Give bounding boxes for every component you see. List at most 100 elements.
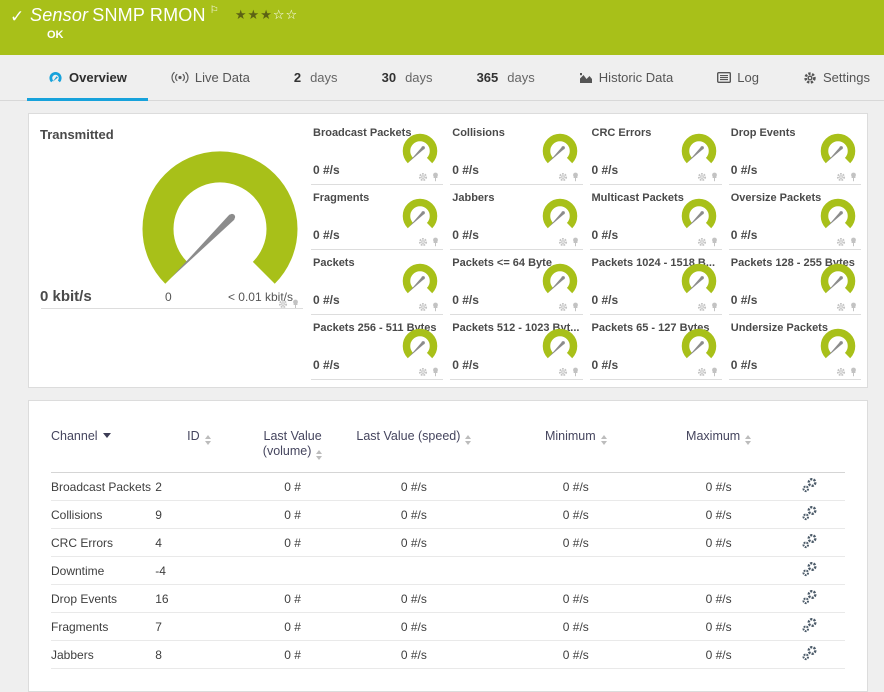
mini-gauge-dial: [542, 263, 577, 294]
column-header-minimum[interactable]: Minimum: [489, 401, 663, 473]
channel-gear-icon[interactable]: [418, 172, 428, 182]
channel-settings-icon[interactable]: [802, 561, 818, 577]
flag-icon: ⚐: [209, 5, 219, 16]
mini-gauge-tile[interactable]: Packets <= 64 Byte 0 #/s: [450, 250, 583, 315]
channel-settings-icon[interactable]: [802, 645, 818, 661]
channel-gear-icon[interactable]: [697, 367, 707, 377]
mini-gauge-tile[interactable]: Packets 1024 - 1518 B... 0 #/s: [589, 250, 722, 315]
tab-30-days[interactable]: 30 days: [378, 55, 437, 100]
pin-icon[interactable]: [849, 172, 858, 182]
column-header-last-value-speed[interactable]: Last Value (speed): [338, 401, 490, 473]
channel-gear-icon[interactable]: [836, 172, 846, 182]
tab-overview[interactable]: Overview: [27, 55, 148, 101]
mini-gauge-value: 0 #/s: [730, 228, 758, 242]
tab-2-days[interactable]: 2 days: [290, 55, 342, 100]
mini-gauge-actions: [558, 302, 580, 312]
pin-icon[interactable]: [571, 367, 580, 377]
cell-last-value-speed: 0 #/s: [338, 584, 490, 613]
mini-gauge-dial: [681, 328, 716, 359]
mini-gauge-tile[interactable]: Packets 128 - 255 Bytes 0 #/s: [728, 250, 861, 315]
pin-icon[interactable]: [849, 237, 858, 247]
gauges-panel: Transmitted 0 kbit/s 0 < 0.01 kbit/s Bro…: [28, 113, 868, 388]
channel-gear-icon[interactable]: [836, 367, 846, 377]
channel-gear-icon[interactable]: [418, 237, 428, 247]
log-icon: [717, 72, 732, 83]
channel-gear-icon[interactable]: [558, 237, 568, 247]
pin-icon[interactable]: [431, 302, 440, 312]
mini-gauge-tile[interactable]: Packets 0 #/s: [311, 250, 444, 315]
mini-gauge-actions: [697, 172, 719, 182]
mini-gauge-tile[interactable]: Packets 256 - 511 Bytes 0 #/s: [311, 315, 444, 380]
pin-icon[interactable]: [571, 302, 580, 312]
pin-icon[interactable]: [571, 237, 580, 247]
channels-table: Channel ID Last Value (volume) Last Value…: [51, 401, 845, 669]
sort-icon: [204, 435, 211, 445]
pin-icon[interactable]: [431, 172, 440, 182]
channel-settings-icon[interactable]: [802, 477, 818, 493]
pin-icon[interactable]: [710, 237, 719, 247]
pin-icon[interactable]: [431, 367, 440, 377]
mini-gauge-tile[interactable]: Multicast Packets 0 #/s: [589, 185, 722, 250]
column-header-last-value-volume[interactable]: Last Value (volume): [246, 401, 339, 473]
tab-log[interactable]: Log: [713, 55, 763, 100]
mini-gauge-actions: [836, 302, 858, 312]
channel-gear-icon[interactable]: [836, 237, 846, 247]
pin-icon[interactable]: [849, 367, 858, 377]
mini-gauge-title: Packets <= 64 Byte: [452, 257, 552, 269]
mini-gauge-tile[interactable]: Packets 512 - 1023 Byt... 0 #/s: [450, 315, 583, 380]
mini-gauge-dial: [403, 198, 438, 229]
channel-settings-icon[interactable]: [802, 617, 818, 633]
pin-icon[interactable]: [291, 299, 300, 309]
column-header-maximum[interactable]: Maximum: [662, 401, 775, 473]
channel-gear-icon[interactable]: [558, 302, 568, 312]
mini-gauge-tile[interactable]: Packets 65 - 127 Bytes 0 #/s: [589, 315, 722, 380]
mini-gauge-title: Packets 512 - 1023 Byt...: [452, 322, 580, 334]
mini-gauge-tile[interactable]: Broadcast Packets 0 #/s: [311, 120, 444, 185]
mini-gauge-tile[interactable]: Fragments 0 #/s: [311, 185, 444, 250]
main-gauge-dial: [142, 151, 298, 284]
mini-gauge-title: Undersize Packets: [730, 322, 828, 334]
column-header-actions: [774, 401, 845, 473]
mini-gauge-tile[interactable]: CRC Errors 0 #/s: [589, 120, 722, 185]
channel-gear-icon[interactable]: [558, 367, 568, 377]
pin-icon[interactable]: [710, 302, 719, 312]
mini-gauge-tile[interactable]: Collisions 0 #/s: [450, 120, 583, 185]
mini-gauge-tile[interactable]: Undersize Packets 0 #/s: [728, 315, 861, 380]
cell-last-value-speed: [338, 556, 490, 585]
pin-icon[interactable]: [571, 172, 580, 182]
pin-icon[interactable]: [849, 302, 858, 312]
channels-panel: Channel ID Last Value (volume) Last Value…: [28, 400, 868, 692]
tab-number: 2: [293, 70, 302, 85]
cell-id: -4: [151, 556, 247, 585]
channel-gear-icon[interactable]: [418, 302, 428, 312]
pin-icon[interactable]: [710, 367, 719, 377]
channel-settings-icon[interactable]: [802, 505, 818, 521]
channel-gear-icon[interactable]: [278, 299, 288, 309]
channel-gear-icon[interactable]: [697, 172, 707, 182]
mini-gauge-dial: [403, 328, 438, 359]
table-row: Jabbers 8 0 # 0 #/s 0 #/s 0 #/s: [51, 640, 845, 669]
channel-gear-icon[interactable]: [697, 302, 707, 312]
column-header-channel[interactable]: Channel: [51, 401, 152, 473]
channel-gear-icon[interactable]: [558, 172, 568, 182]
channel-settings-icon[interactable]: [802, 533, 818, 549]
channel-gear-icon[interactable]: [697, 237, 707, 247]
channel-gear-icon[interactable]: [418, 367, 428, 377]
channel-settings-icon[interactable]: [802, 589, 818, 605]
tab-settings[interactable]: Settings: [799, 55, 874, 100]
priority-rating[interactable]: ★★★☆☆: [235, 7, 298, 22]
channel-gear-icon[interactable]: [836, 302, 846, 312]
pin-icon[interactable]: [431, 237, 440, 247]
table-row: CRC Errors 4 0 # 0 #/s 0 #/s 0 #/s: [51, 528, 845, 557]
mini-gauge-tile[interactable]: Drop Events 0 #/s: [728, 120, 861, 185]
mini-gauge-tile[interactable]: Oversize Packets 0 #/s: [728, 185, 861, 250]
tab-historic-data[interactable]: Historic Data: [575, 55, 677, 100]
pin-icon[interactable]: [710, 172, 719, 182]
mini-gauge-actions: [836, 237, 858, 247]
cell-id: 9: [151, 500, 247, 529]
mini-gauge-tile[interactable]: Jabbers 0 #/s: [450, 185, 583, 250]
tab-365-days[interactable]: 365 days: [473, 55, 539, 100]
tab-live-data[interactable]: Live Data: [167, 55, 254, 100]
column-header-id[interactable]: ID: [151, 401, 247, 473]
cell-last-value-speed: 0 #/s: [338, 612, 490, 641]
